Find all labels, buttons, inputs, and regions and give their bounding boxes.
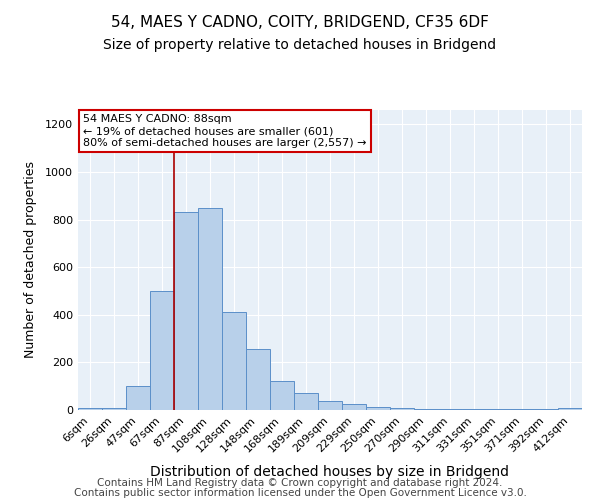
X-axis label: Distribution of detached houses by size in Bridgend: Distribution of detached houses by size … (151, 465, 509, 479)
Bar (246, 350, 270, 410)
Bar (294, 394, 318, 410)
Text: Contains HM Land Registry data © Crown copyright and database right 2024.: Contains HM Land Registry data © Crown c… (97, 478, 503, 488)
Bar (534, 409, 558, 410)
Bar (318, 401, 342, 410)
Bar (222, 312, 246, 410)
Bar (390, 408, 414, 410)
Text: Size of property relative to detached houses in Bridgend: Size of property relative to detached ho… (103, 38, 497, 52)
Text: 54 MAES Y CADNO: 88sqm
← 19% of detached houses are smaller (601)
80% of semi-de: 54 MAES Y CADNO: 88sqm ← 19% of detached… (83, 114, 367, 148)
Bar (150, 291, 174, 410)
Bar (558, 408, 582, 410)
Bar (438, 409, 462, 410)
Bar (126, 386, 150, 410)
Bar (414, 409, 438, 410)
Bar (198, 208, 222, 410)
Text: Contains public sector information licensed under the Open Government Licence v3: Contains public sector information licen… (74, 488, 526, 498)
Bar (486, 409, 510, 410)
Bar (78, 408, 102, 410)
Bar (270, 382, 294, 410)
Text: 54, MAES Y CADNO, COITY, BRIDGEND, CF35 6DF: 54, MAES Y CADNO, COITY, BRIDGEND, CF35 … (111, 15, 489, 30)
Bar (174, 212, 198, 410)
Bar (462, 409, 486, 410)
Bar (366, 407, 390, 410)
Bar (102, 408, 126, 410)
Bar (342, 404, 366, 410)
Y-axis label: Number of detached properties: Number of detached properties (23, 162, 37, 358)
